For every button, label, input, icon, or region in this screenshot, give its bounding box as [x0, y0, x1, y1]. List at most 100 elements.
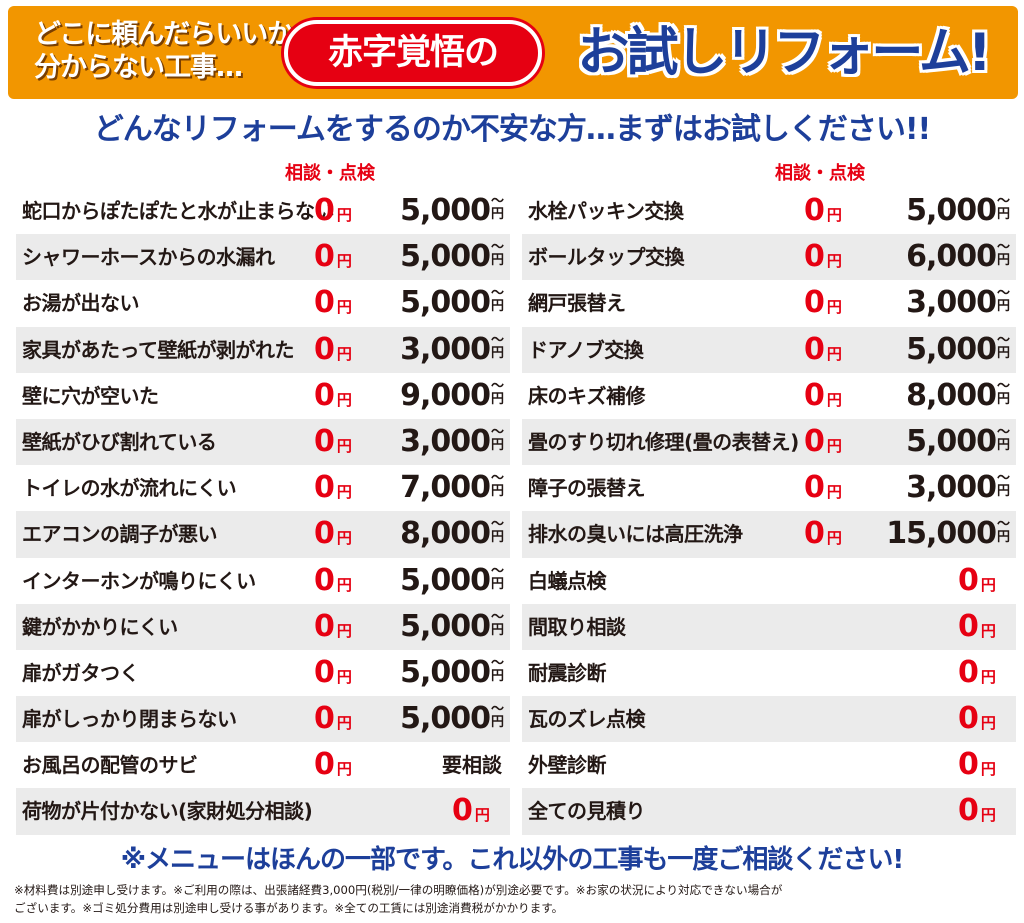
yen-unit: 円 [337, 576, 352, 594]
tilde-mark: 〜 [491, 565, 504, 578]
menu-item-label: ドアノブ交換 [528, 327, 643, 373]
left-menu-column: 蛇口からぽたぽたと水が止まらない 0 円 5,000 〜円シャワーホースからの水漏れ 0 円… [16, 188, 510, 835]
repair-price: 5,000 〜円 [400, 558, 504, 604]
price-value: 9,000 [400, 378, 490, 413]
yen-unit: 円 [337, 391, 352, 409]
zero-value: 0 [452, 793, 473, 828]
yen-unit: 円 [981, 668, 996, 686]
repair-price: 5,000 〜円 [400, 604, 504, 650]
yen-unit: 円 [827, 483, 842, 501]
yen-unit: 円 [997, 531, 1010, 544]
yen-unit: 円 [491, 347, 504, 360]
consultation-zero-yen: 0円 [804, 465, 842, 511]
menu-row: ドアノブ交換 0 円 5,000 〜円 [522, 327, 1016, 373]
zero-value: 0 [804, 470, 825, 505]
price-value: 7,000 [400, 470, 490, 505]
zero-value: 0 [314, 516, 335, 551]
menu-row: 間取り相談 0 円 [522, 604, 1016, 650]
menu-row: お湯が出ない 0 円 5,000 〜円 [16, 280, 510, 326]
price-value: 5,000 [400, 193, 490, 228]
zero-value: 0 [314, 193, 335, 228]
price-from-mark: 〜円 [997, 511, 1010, 544]
repair-price: 8,000 〜円 [906, 373, 1010, 419]
price-value: 3,000 [906, 470, 996, 505]
yen-unit: 円 [337, 760, 352, 778]
yen-unit: 円 [491, 300, 504, 313]
zero-value: 0 [958, 701, 979, 736]
yen-unit: 円 [337, 483, 352, 501]
repair-price: 3,000 〜円 [906, 280, 1010, 326]
consultation-zero-yen: 0円 [804, 234, 842, 280]
price-from-mark: 〜円 [491, 234, 504, 267]
price-from-mark: 〜円 [491, 604, 504, 637]
price-value: 5,000 [400, 609, 490, 644]
zero-value: 0 [314, 285, 335, 320]
price-value: 5,000 [400, 285, 490, 320]
zero-value: 0 [958, 655, 979, 690]
zero-value: 0 [804, 285, 825, 320]
menu-item-label: お湯が出ない [22, 280, 139, 326]
yen-unit: 円 [827, 345, 842, 363]
menu-item-label: 荷物が片付かない(家財処分相談) [22, 788, 312, 834]
price-from-mark: 〜円 [491, 511, 504, 544]
yen-unit: 円 [337, 252, 352, 270]
zero-value: 0 [314, 701, 335, 736]
menu-item-label: 間取り相談 [528, 604, 626, 650]
repair-price: 5,000 〜円 [906, 188, 1010, 234]
tilde-mark: 〜 [491, 426, 504, 439]
price-from-mark: 〜円 [491, 650, 504, 683]
zero-value: 0 [804, 378, 825, 413]
repair-price: 3,000 〜円 [400, 419, 504, 465]
consultation-zero-yen: 0円 [804, 373, 842, 419]
price-from-mark: 〜円 [491, 465, 504, 498]
menu-row: 水栓パッキン交換 0 円 5,000 〜円 [522, 188, 1016, 234]
menu-item-label: 家具があたって壁紙が剥がれた [22, 327, 294, 373]
menu-item-label: シャワーホースからの水漏れ [22, 234, 275, 280]
price-from-mark: 〜円 [491, 696, 504, 729]
zero-value: 0 [804, 239, 825, 274]
repair-price: 3,000 〜円 [906, 465, 1010, 511]
menu-row: 排水の臭いには高圧洗浄 0 円 15,000 〜円 [522, 511, 1016, 557]
price-from-mark: 〜円 [997, 188, 1010, 221]
tilde-mark: 〜 [491, 380, 504, 393]
menu-item-label: ボールタップ交換 [528, 234, 684, 280]
menu-row: 扉がガタつく 0 円 5,000 〜円 [16, 650, 510, 696]
price-from-mark: 〜円 [491, 558, 504, 591]
menu-row: 鍵がかかりにくい 0 円 5,000 〜円 [16, 604, 510, 650]
menu-row: 荷物が片付かない(家財処分相談) 0 円 [16, 788, 510, 834]
yen-unit: 円 [997, 347, 1010, 360]
zero-value: 0 [958, 609, 979, 644]
yen-unit: 円 [997, 208, 1010, 221]
banner-lead-line1: どこに頼んだらいいか [34, 18, 304, 51]
repair-price: 3,000 〜円 [400, 327, 504, 373]
menu-item-label: トイレの水が流れにくい [22, 465, 236, 511]
price-value: 6,000 [906, 239, 996, 274]
repair-price: 9,000 〜円 [400, 373, 504, 419]
yen-unit: 円 [337, 668, 352, 686]
zero-yen-price: 0円 [958, 788, 996, 834]
zero-value: 0 [804, 424, 825, 459]
repair-price: 6,000 〜円 [906, 234, 1010, 280]
tilde-mark: 〜 [997, 334, 1010, 347]
yen-unit: 円 [337, 345, 352, 363]
yen-unit: 円 [491, 531, 504, 544]
repair-price: 8,000 〜円 [400, 511, 504, 557]
tilde-mark: 〜 [997, 380, 1010, 393]
menu-row: 家具があたって壁紙が剥がれた 0 円 3,000 〜円 [16, 327, 510, 373]
consultation-zero-yen: 0円 [314, 465, 352, 511]
zero-value: 0 [314, 470, 335, 505]
yen-unit: 円 [981, 714, 996, 732]
price-from-mark: 〜円 [997, 280, 1010, 313]
tilde-mark: 〜 [491, 657, 504, 670]
yen-unit: 円 [491, 208, 504, 221]
menu-row: 壁に穴が空いた 0 円 9,000 〜円 [16, 373, 510, 419]
footer-note-line2: ございます。※ゴミ処分費用は別途申し受ける事があります。※全ての工賃には別途消費… [14, 899, 1014, 917]
consultation-zero-yen: 0円 [804, 280, 842, 326]
menu-row: 外壁診断 0 円 [522, 742, 1016, 788]
repair-price: 5,000 〜円 [400, 650, 504, 696]
